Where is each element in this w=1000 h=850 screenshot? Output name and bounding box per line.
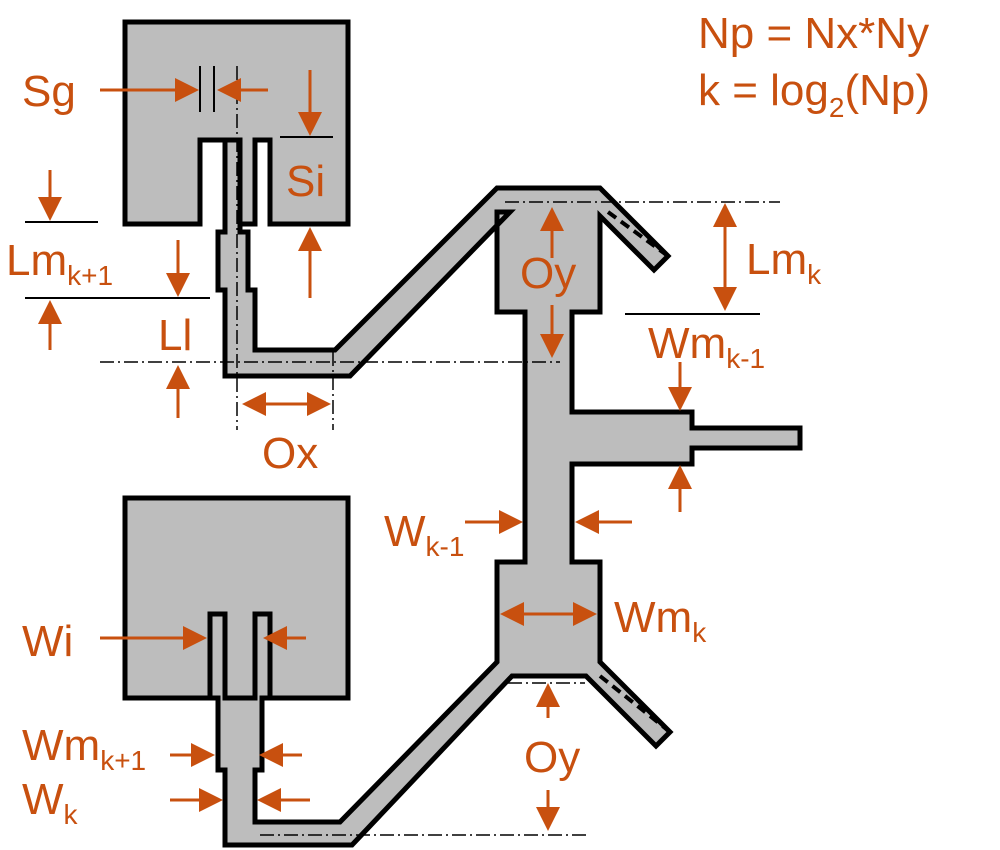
label-wm-k: Wmk xyxy=(614,593,707,648)
label-lm-k1-main: Lm xyxy=(6,236,67,285)
label-wm-k1-main: Wm xyxy=(22,721,100,770)
label-wm-k-sub: k xyxy=(692,617,707,648)
label-w-k-main: W xyxy=(22,775,64,824)
upper-feed-arm xyxy=(207,137,803,848)
label-lm-k-sub: k xyxy=(807,259,822,290)
formula-k-main: k = log xyxy=(698,66,829,115)
label-lm-k-main: Lm xyxy=(746,235,807,284)
label-lm-k: Lmk xyxy=(746,235,822,290)
label-w-km1-sub: k-1 xyxy=(426,531,465,562)
label-oy-bottom: Oy xyxy=(524,733,580,782)
formula-k: k = log2(Np) xyxy=(698,66,930,123)
label-sg: Sg xyxy=(22,67,76,116)
label-oy-top: Oy xyxy=(520,249,576,298)
label-wm-k1: Wmk+1 xyxy=(22,721,146,776)
label-w-k-sub: k xyxy=(64,799,79,830)
label-wm-km1: Wmk-1 xyxy=(648,319,765,374)
label-w-km1: Wk-1 xyxy=(384,507,464,562)
upper-branch-cut xyxy=(606,210,670,258)
label-wm-k-main: Wm xyxy=(614,593,692,642)
bottom-patch xyxy=(122,495,351,701)
label-ll: Ll xyxy=(158,311,192,360)
label-ox: Ox xyxy=(262,429,318,478)
label-lm-k1-sub: k+1 xyxy=(67,260,113,291)
label-w-k: Wk xyxy=(22,775,79,830)
label-wm-k1-sub: k+1 xyxy=(100,745,146,776)
formula-np: Np = Nx*Ny xyxy=(698,9,929,58)
formula-k-tail: (Np) xyxy=(844,66,930,115)
label-lm-k1: Lmk+1 xyxy=(6,236,113,291)
label-wi: Wi xyxy=(22,617,73,666)
label-w-km1-main: W xyxy=(384,507,426,556)
label-wm-km1-main: Wm xyxy=(648,319,726,368)
formula-k-sub: 2 xyxy=(829,92,845,123)
label-wm-km1-sub: k-1 xyxy=(726,343,765,374)
label-si: Si xyxy=(286,157,325,206)
annotation-arrows xyxy=(38,70,737,831)
